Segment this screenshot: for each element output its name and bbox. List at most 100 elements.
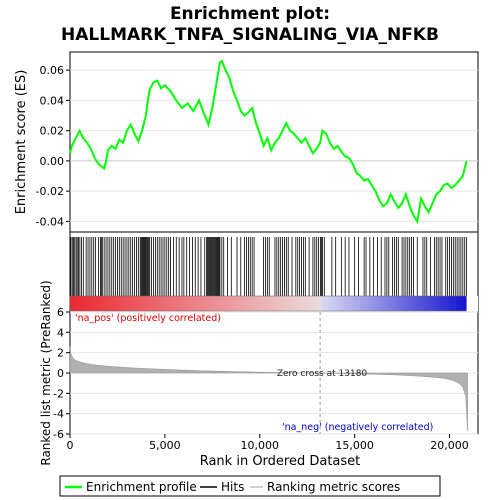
x-axis-label: Rank in Ordered Dataset (200, 454, 361, 469)
gradient-segment (182, 296, 187, 311)
gradient-segment (331, 296, 336, 311)
gradient-end-blank (466, 296, 478, 311)
gradient-segment (354, 296, 359, 311)
gradient-segment (76, 296, 81, 311)
es-y-tick-label: -0.04 (36, 215, 64, 228)
gradient-segment (222, 296, 226, 311)
gradient-segment (165, 296, 170, 311)
ranked-metric-area (69, 346, 468, 431)
gradient-segment (188, 296, 193, 311)
gradient-segment (357, 296, 362, 311)
es-y-tick-label: 0.06 (40, 64, 65, 77)
gradient-segment (198, 296, 203, 311)
legend: Enrichment profile Hits Ranking metric s… (65, 480, 400, 494)
gradient-segment (142, 296, 147, 311)
gradient-segment (417, 296, 421, 311)
metric-y-ticks: 6 4 2 0 -2 -4 -6 (53, 306, 70, 441)
gradient-segment (400, 296, 405, 311)
gradient-segment (410, 296, 415, 311)
gradient-segment (337, 296, 342, 311)
gradient-segment (426, 296, 431, 311)
gradient-segment (192, 296, 197, 311)
gradient-segment (99, 296, 104, 311)
legend-box (59, 475, 441, 497)
es-gridlines (70, 69, 478, 222)
x-axis-ticks: 0 5,000 10,000 15,000 20,000 (67, 434, 469, 452)
gradient-segment (202, 296, 207, 311)
gradient-segment (317, 296, 322, 311)
gradient-segment (112, 296, 117, 311)
gradient-segment (116, 296, 121, 311)
gradient-segment (380, 296, 385, 311)
metric-y-tick-label: 2 (57, 347, 64, 360)
gradient-segment (251, 296, 256, 311)
gradient-segment (162, 296, 167, 311)
gradient-segment (215, 296, 220, 311)
gradient-segment (413, 296, 418, 311)
gradient-segment (146, 296, 150, 311)
gradient-segment (129, 296, 134, 311)
gradient-segment (258, 296, 263, 311)
gradient-segment (208, 296, 213, 311)
gradient-segment (159, 296, 164, 311)
gradient-segment (73, 296, 78, 311)
gradient-segment (450, 296, 454, 311)
es-y-tick-label: -0.02 (36, 185, 64, 198)
gradient-segment (149, 296, 154, 311)
es-y-tick-label: 0.00 (40, 155, 65, 168)
gradient-segment (126, 296, 131, 311)
gradient-segment (453, 296, 458, 311)
gradient-segment (218, 296, 223, 311)
gradient-segment (288, 296, 293, 311)
gradient-segment (109, 296, 114, 311)
gradient-segment (205, 296, 210, 311)
gradient-segment (83, 296, 88, 311)
gradient-segment (274, 296, 279, 311)
gradient-segment (344, 296, 349, 311)
gradient-segment (122, 296, 127, 311)
gradient-segment (307, 296, 312, 311)
gradient-segment (195, 296, 200, 311)
gradient-segment (463, 296, 468, 311)
gradient-segment (446, 296, 451, 311)
gradient-segment (96, 296, 101, 311)
gradient-segment (103, 296, 107, 311)
es-y-tick-label: 0.02 (40, 125, 65, 138)
es-y-ticks: 0.06 0.04 0.02 0.00 -0.02 -0.04 (36, 64, 70, 228)
gradient-segment (436, 296, 441, 311)
gradient-segment (106, 296, 111, 311)
gradient-segment (393, 296, 398, 311)
gradient-segment (185, 296, 190, 311)
gradient-segment (430, 296, 435, 311)
metric-y-tick-label: 6 (57, 306, 64, 319)
metric-y-tick-label: -4 (53, 408, 64, 421)
gradient-segment (321, 296, 326, 311)
gradient-segment (364, 296, 369, 311)
gradient-segment (79, 296, 84, 311)
gradient-segment (261, 296, 266, 311)
gradient-segment (311, 296, 316, 311)
gradient-segment (231, 296, 236, 311)
gradient-segment (255, 296, 259, 311)
gradient-segment (119, 296, 124, 311)
metric-y-tick-label: -6 (53, 428, 64, 441)
es-panel-frame (69, 51, 479, 233)
legend-label-enrichment: Enrichment profile (86, 480, 197, 494)
gradient-segment (304, 296, 309, 311)
gradient-segment (245, 296, 250, 311)
gradient-segment (248, 296, 253, 311)
x-tick-label: 15,000 (335, 439, 374, 452)
gradient-segment (341, 296, 345, 311)
gradient-segment (397, 296, 402, 311)
gradient-segment (139, 296, 144, 311)
es-y-axis-label: Enrichment score (ES) (14, 70, 29, 215)
gradient-segment (314, 296, 319, 311)
gradient-segment (324, 296, 329, 311)
gradient-segment (271, 296, 276, 311)
x-tick-label: 20,000 (430, 439, 469, 452)
gradient-segment (152, 296, 157, 311)
gradient-segment (241, 296, 246, 311)
legend-label-metric: Ranking metric scores (267, 480, 400, 494)
gradient-segment (298, 296, 302, 311)
